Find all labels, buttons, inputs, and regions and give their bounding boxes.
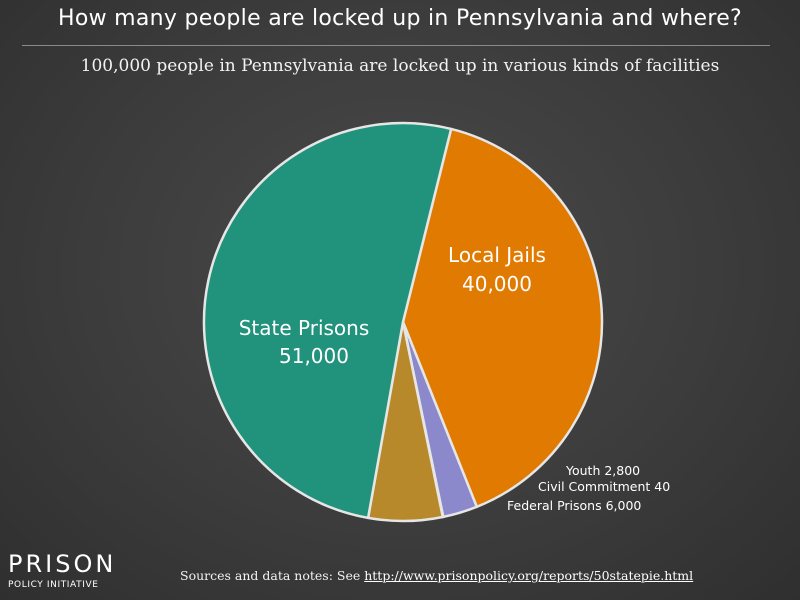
local-jails-label-name: Local Jails bbox=[448, 243, 546, 267]
state-prisons-label-name: State Prisons bbox=[239, 316, 370, 340]
federal-prisons-label: Federal Prisons 6,000 bbox=[507, 498, 641, 513]
civil-commitment-label: Civil Commitment 40 bbox=[538, 479, 670, 494]
youth-label: Youth 2,800 bbox=[565, 463, 640, 478]
chart-subtitle: 100,000 people in Pennsylvania are locke… bbox=[80, 56, 720, 76]
state-prisons-label-value: 51,000 bbox=[279, 344, 349, 368]
local-jails-label-value: 40,000 bbox=[462, 272, 532, 296]
prison-policy-logo: PRISON POLICY INITIATIVE bbox=[8, 552, 113, 590]
pie-slice-state-prisons bbox=[202, 121, 453, 520]
logo-line2: POLICY INITIATIVE bbox=[8, 580, 99, 590]
title-divider bbox=[22, 45, 770, 46]
sources-note: Sources and data notes: See http://www.p… bbox=[180, 568, 693, 583]
sources-prefix: Sources and data notes: See bbox=[180, 568, 365, 583]
logo-line1: PRISON bbox=[8, 550, 117, 578]
sources-link[interactable]: http://www.prisonpolicy.org/reports/50st… bbox=[364, 568, 694, 583]
pie-slice-local-jails bbox=[401, 127, 604, 509]
chart-title: How many people are locked up in Pennsyl… bbox=[57, 6, 743, 31]
